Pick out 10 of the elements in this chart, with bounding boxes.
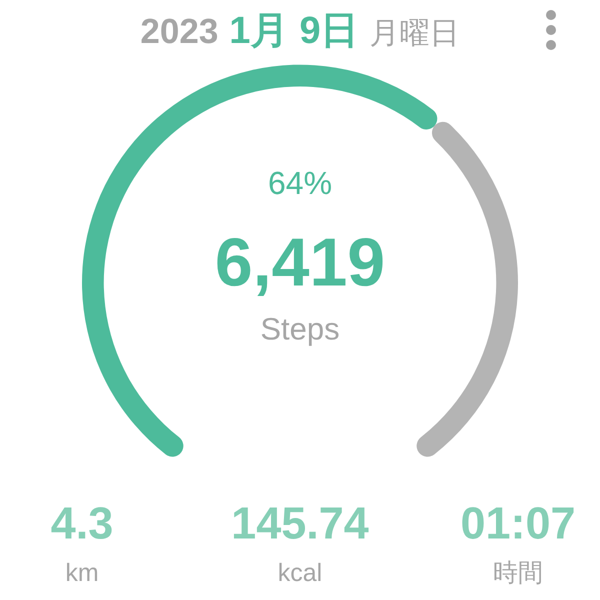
- text: 145.74: [231, 497, 369, 548]
- text: 01:07: [460, 497, 576, 548]
- text: kcal: [278, 558, 322, 587]
- text: 64%: [268, 165, 332, 202]
- text: km: [65, 558, 99, 587]
- text: Steps: [260, 312, 340, 347]
- text: 6,419: [214, 224, 386, 300]
- text: 時間: [493, 558, 543, 587]
- text: 4.3: [50, 497, 114, 548]
- chart-title: 2023 1月 9日 月曜日: [140, 10, 460, 53]
